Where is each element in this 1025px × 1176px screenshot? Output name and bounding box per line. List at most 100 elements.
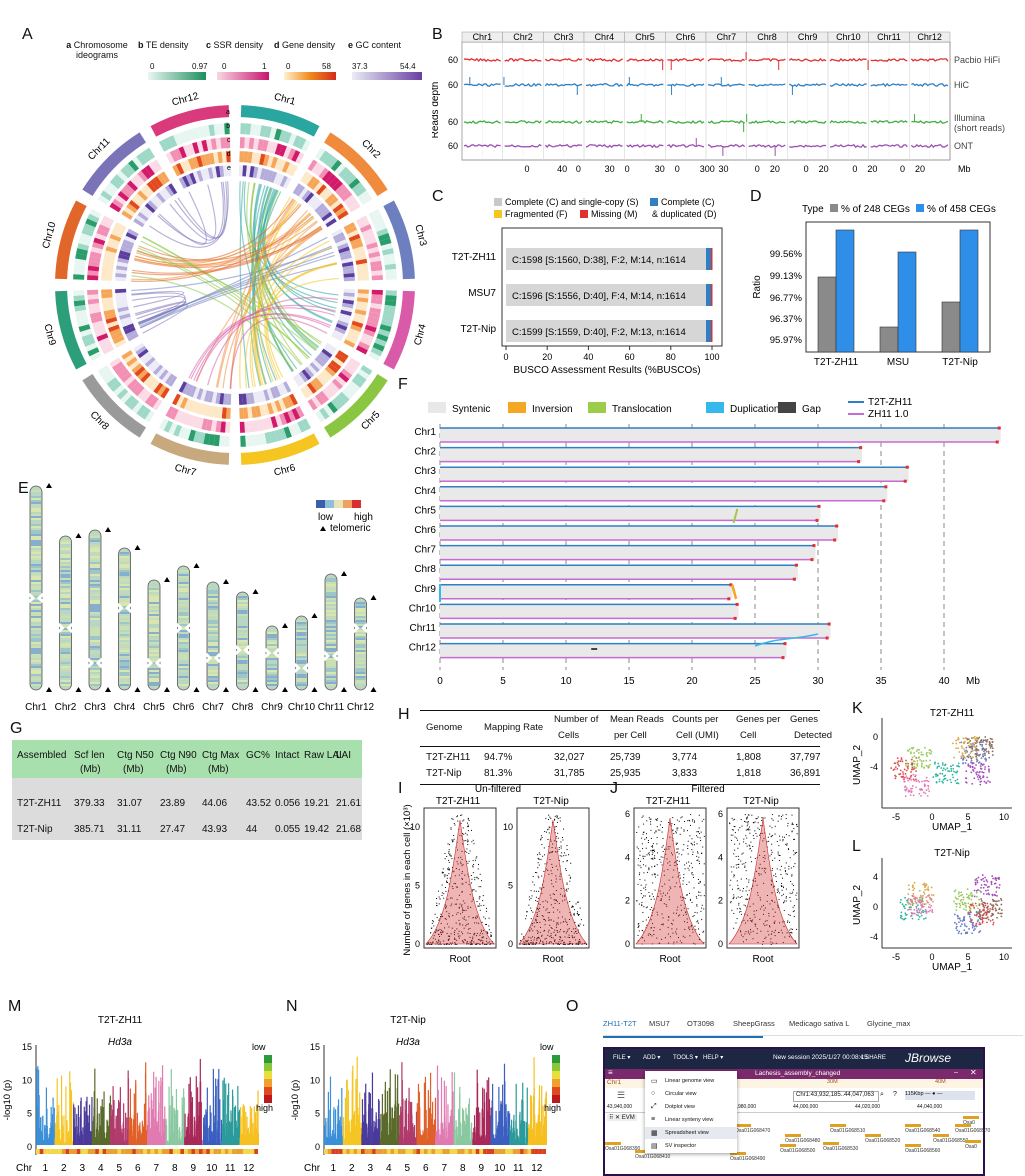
density-cell (192, 171, 201, 183)
cell-point (480, 940, 482, 942)
telomere-marker (223, 687, 229, 692)
cell-point (972, 904, 975, 907)
cell-point (450, 905, 452, 907)
density-cell (211, 166, 218, 179)
cell-point (901, 903, 904, 906)
cell-point (987, 752, 990, 755)
cell-point (957, 917, 959, 920)
depth-line (463, 144, 501, 148)
legend-swatch (508, 402, 526, 413)
cell-point (941, 769, 944, 772)
cell-point (911, 895, 914, 898)
cell-point (691, 871, 693, 873)
cell-point (965, 759, 968, 762)
cell-point (984, 758, 987, 760)
cell-point (777, 904, 779, 906)
synteny-link (137, 251, 334, 324)
cell-point (566, 882, 568, 884)
cell-point (746, 821, 748, 823)
density-stripe (149, 592, 159, 594)
cell-point (557, 837, 559, 839)
cell-point (557, 909, 559, 911)
cell-point (771, 891, 773, 893)
density-cell (262, 403, 270, 416)
cell-point (930, 894, 933, 896)
cell-point (977, 754, 980, 757)
density-cell (104, 250, 117, 258)
cell-point (956, 770, 959, 773)
density-stripe (119, 608, 130, 610)
density-stripe (60, 676, 71, 678)
depth-line (504, 82, 542, 87)
cell-point (656, 837, 658, 839)
cell-point (485, 907, 487, 909)
cell-point (956, 765, 958, 767)
cell-point (997, 912, 1000, 914)
density-cell (306, 194, 318, 206)
density-cell (239, 151, 245, 163)
cell-point (796, 928, 798, 930)
cell-point (650, 837, 652, 839)
cell-point (986, 921, 988, 924)
synteny-link (169, 184, 217, 241)
cell-point (780, 873, 782, 875)
density-stripe (60, 582, 71, 584)
density-stripe (60, 666, 71, 668)
density-cell (219, 165, 225, 177)
density-stripe (296, 680, 307, 682)
density-stripe (178, 614, 189, 616)
density-stripe (90, 554, 100, 556)
cell-point (646, 820, 648, 822)
telomere-marker (75, 687, 82, 692)
density-cell (164, 185, 175, 197)
cell-point (546, 829, 548, 831)
cell-point (473, 843, 475, 845)
density-stripe (90, 672, 100, 674)
cell-point (935, 773, 938, 776)
cell-point (577, 943, 579, 945)
cell-point (978, 761, 981, 764)
chromosome-label: Chr7 (173, 462, 197, 478)
cell-point (756, 835, 758, 837)
density-cell (78, 238, 91, 246)
cell-point (434, 913, 436, 915)
cell-point (528, 943, 530, 945)
cell-point (890, 767, 893, 769)
cell-point (534, 943, 536, 945)
density-stripe (119, 614, 130, 616)
cell-point (482, 895, 484, 897)
density-stripe (90, 684, 100, 686)
density-stripe (149, 680, 159, 682)
density-stripe (326, 670, 336, 672)
cell-point (645, 865, 647, 867)
density-cell (144, 356, 156, 368)
density-stripe (149, 596, 159, 598)
density-stripe (178, 678, 189, 680)
cell-point (984, 911, 987, 914)
density-stripe (208, 600, 218, 602)
cell-point (732, 829, 734, 831)
ssr-max: 1 (262, 62, 267, 71)
cell-point (975, 911, 978, 914)
density-cell (88, 260, 100, 267)
cell-point (526, 911, 528, 913)
synteny-link (131, 213, 312, 282)
cell-point (434, 932, 436, 934)
cell-point (911, 917, 914, 920)
cell-point (904, 914, 907, 916)
density-cell (220, 137, 226, 149)
table-cell: 37,797 (790, 752, 821, 763)
density-cell (345, 384, 357, 396)
density-stripe (355, 672, 366, 674)
density-cell (115, 288, 127, 294)
cell-point (970, 921, 973, 924)
density-cell (283, 146, 292, 159)
density-stripe (60, 584, 71, 586)
cell-point (465, 925, 467, 927)
legend-swatch (916, 204, 924, 212)
telomere-marker (282, 623, 288, 628)
legend-label: Complete (C) (661, 197, 715, 207)
cell-point (957, 892, 960, 895)
cell-point (794, 863, 796, 865)
cell-point (904, 795, 907, 798)
